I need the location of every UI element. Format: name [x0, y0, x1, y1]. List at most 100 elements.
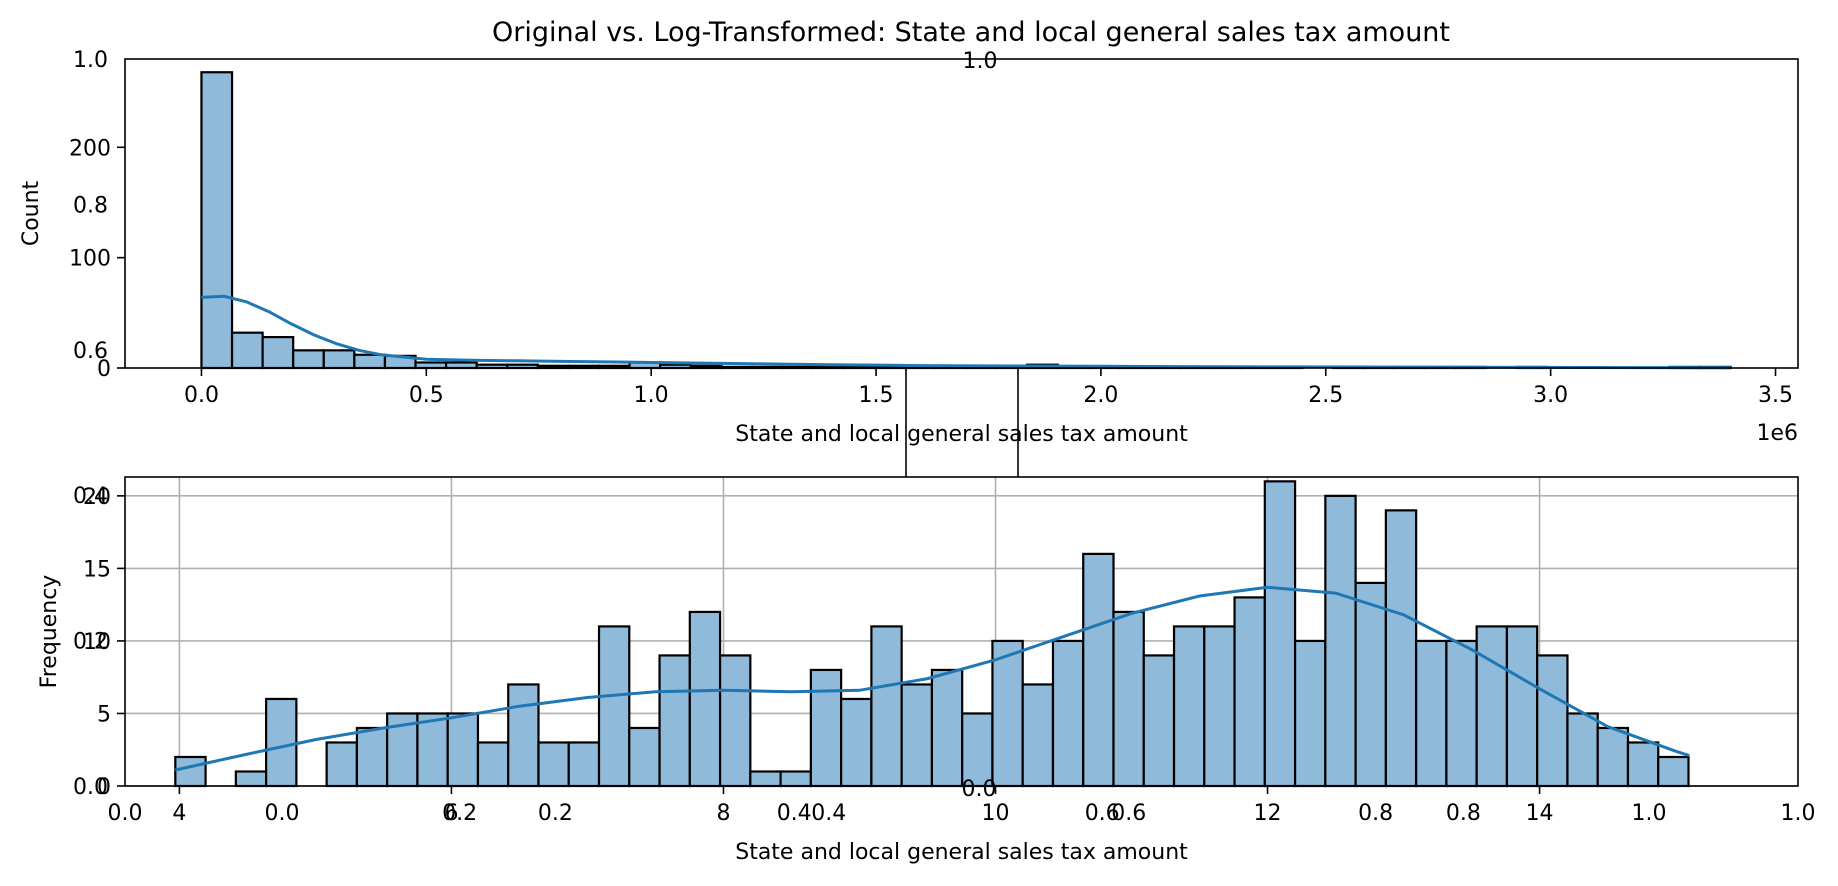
y-tick-label: 5	[97, 702, 111, 727]
bottom-x-ticks: 4 6 8 10 12 14	[172, 786, 1554, 826]
overlay-y-tick-label: 0.2	[73, 630, 108, 655]
overlay-x-ticks: 0.0 0.2 0.4 0.6 0.8 1.0 0.0 0.2 0.4 0.6 0.8 1.0	[108, 801, 1816, 826]
overlay-x-tick-label: 0.6	[1111, 801, 1146, 826]
overlay-y-tick-label: 0.0	[73, 775, 108, 800]
histogram-bar	[1324, 494, 1357, 788]
histogram-bar	[446, 712, 480, 788]
overlay-bottom-y-ticks: 0.0 0.2 0.4	[73, 484, 108, 800]
figure-title: Original vs. Log-Transformed: State and …	[492, 17, 1450, 48]
histogram-bar	[1536, 654, 1569, 788]
overlay-y-tick-label: 1.0	[73, 48, 108, 73]
histogram-bar	[261, 336, 295, 370]
histogram-bar	[174, 755, 207, 788]
top-histogram-bars	[200, 71, 1732, 370]
histogram-bar	[537, 741, 570, 788]
top-axes: 0.0 0.5 1.0 1.5 2.0 2.5 3.0 3.5 0 100 200 State a…	[19, 58, 1799, 447]
top-axes-frame	[124, 58, 1799, 369]
x-tick-label: 10	[982, 801, 1010, 826]
x-tick-label: 1.0	[634, 383, 669, 408]
histogram-bar	[1142, 654, 1176, 788]
histogram-bar	[1172, 625, 1206, 788]
overlay-middle-label: 0.0	[962, 777, 997, 802]
histogram-bar	[1021, 683, 1055, 788]
x-tick-label: 3.0	[1533, 383, 1568, 408]
overlay-x-tick-label: 0.8	[1446, 801, 1481, 826]
overlay-x-tick-label-inner: 0.2	[538, 801, 573, 826]
histogram-bar	[1082, 552, 1115, 788]
histogram-bar	[1626, 741, 1660, 788]
y-tick-label: 10	[83, 630, 111, 655]
histogram-bar	[1475, 625, 1509, 788]
histogram-bar	[1596, 726, 1630, 788]
bottom-x-axis-label: State and local general sales tax amount	[735, 840, 1188, 865]
histogram-bar	[840, 697, 873, 788]
histogram-bar	[292, 349, 325, 370]
histogram-bar	[1415, 639, 1448, 788]
bottom-histogram-bars	[174, 480, 1690, 788]
histogram-bar	[445, 361, 478, 370]
histogram-bar	[1203, 625, 1236, 788]
histogram-bar	[1657, 755, 1690, 788]
top-x-offset-label: 1e6	[1756, 421, 1798, 446]
bottom-kde-line	[174, 585, 1690, 772]
histogram-bar	[628, 726, 661, 788]
histogram-bar	[414, 361, 448, 370]
histogram-bar	[1263, 480, 1297, 788]
x-tick-label: 12	[1254, 801, 1282, 826]
top-y-ticks: 0 100 200	[69, 136, 125, 382]
overlay-x-tick-label: 0.0	[108, 801, 143, 826]
overlay-top-label: 1.0	[963, 49, 998, 74]
overlay-x-tick-label: 0.4	[777, 801, 812, 826]
histogram-bar	[507, 683, 540, 788]
overlay-axes: 1.0 0.0 0.6 0.8 1.0 0.0 0.2 0.4 0.0 0.2 0.4 0.6…	[73, 48, 1816, 826]
y-tick-label: 15	[83, 557, 111, 582]
overlay-x-tick-label: 1.0	[1781, 801, 1816, 826]
histogram-bar	[1505, 625, 1539, 788]
overlay-x-tick-label-inner: 0.4	[811, 801, 846, 826]
overlay-y-tick-label: 0.8	[73, 193, 108, 218]
x-tick-label: 6	[444, 801, 458, 826]
overlay-x-tick-label-inner: 0.0	[265, 801, 300, 826]
histogram-bar	[1445, 639, 1478, 788]
top-x-axis-label: State and local general sales tax amount	[735, 422, 1188, 447]
x-tick-label: 0.0	[184, 383, 219, 408]
x-tick-label: 0.5	[409, 383, 444, 408]
histogram-bar	[1293, 639, 1327, 788]
histogram-bar	[991, 639, 1024, 788]
x-tick-label: 4	[172, 801, 186, 826]
histogram-bar	[688, 610, 722, 788]
y-tick-label: 20	[83, 485, 111, 510]
y-tick-label: 0	[97, 357, 111, 382]
overlay-y-tick-label: 0.4	[73, 484, 108, 509]
histogram-bar	[597, 625, 631, 788]
x-tick-label: 14	[1526, 801, 1554, 826]
overlay-y-tick-label: 0.6	[73, 339, 108, 364]
histogram-bar	[1233, 596, 1266, 788]
histogram-bar	[930, 668, 964, 788]
histogram-bar	[355, 726, 389, 788]
histogram-bar	[1051, 639, 1085, 788]
histogram-bar	[234, 770, 268, 788]
top-x-ticks: 0.0 0.5 1.0 1.5 2.0 2.5 3.0 3.5	[184, 368, 1793, 408]
histogram-bar	[1112, 610, 1145, 788]
overlay-x-tick-label-inner: 0.8	[1358, 801, 1393, 826]
histogram-bar	[1354, 581, 1387, 788]
x-tick-label: 2.0	[1083, 383, 1118, 408]
top-kde-line	[201, 294, 1731, 370]
histogram-bar	[230, 331, 264, 370]
histogram-bar	[353, 353, 387, 370]
bottom-axes: 4 6 8 10 12 14 0 5 10 15 20 State and local gener…	[37, 476, 1799, 865]
histogram-bar	[718, 654, 752, 788]
histogram-bar	[1384, 509, 1418, 788]
histogram-bar	[265, 697, 298, 788]
x-tick-label: 1.5	[859, 383, 894, 408]
histogram-bar	[325, 741, 359, 788]
overlay-x-tick-label: 0.2	[442, 801, 477, 826]
x-tick-label: 2.5	[1308, 383, 1343, 408]
top-y-axis-label: Count	[19, 180, 44, 246]
histogram-bar	[416, 712, 449, 788]
overlay-top-y-ticks: 0.6 0.8 1.0	[73, 48, 108, 364]
histogram-bar	[476, 741, 510, 788]
histogram-bar	[658, 654, 691, 788]
